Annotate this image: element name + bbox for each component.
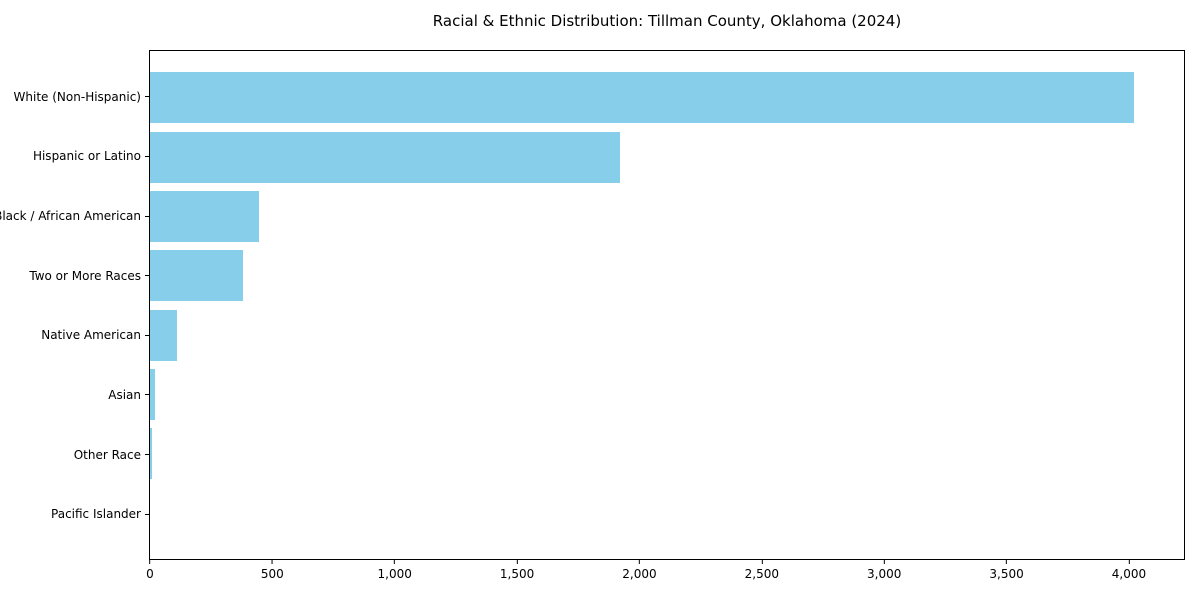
y-tick-row-asian: Asian — [0, 365, 149, 425]
y-tick-label-asian: Asian — [108, 387, 141, 402]
x-tick-mark — [1128, 560, 1130, 564]
x-tick-label: 3,500 — [989, 567, 1024, 581]
bar-two-or-more-races — [150, 250, 243, 302]
x-tick-0: 0 — [146, 560, 154, 581]
x-tick-mark — [271, 560, 273, 564]
x-tick-mark — [883, 560, 885, 564]
x-tick-mark — [761, 560, 763, 564]
x-tick-label: 0 — [146, 567, 154, 581]
bar-asian — [150, 369, 155, 421]
x-tick-4-000: 4,000 — [1112, 560, 1146, 581]
y-tick-label-black-african-american: Black / African American — [0, 209, 141, 224]
x-tick-label: 2,000 — [622, 567, 657, 581]
x-tick-1-000: 1,000 — [378, 560, 412, 581]
bar-other-race — [150, 428, 153, 480]
x-tick-mark — [638, 560, 640, 564]
y-tick-mark — [145, 96, 149, 98]
y-tick-label-other-race: Other Race — [73, 447, 141, 462]
bar-row-pacific-islander — [150, 484, 1184, 543]
y-tick-row-two-or-more-races: Two or More Races — [0, 246, 149, 306]
x-tick-500: 500 — [261, 560, 284, 581]
y-tick-mark — [145, 334, 149, 336]
x-tick-3-000: 3,000 — [867, 560, 901, 581]
bar-row-other-race — [150, 424, 1184, 483]
bar-row-hispanic-or-latino — [150, 127, 1184, 186]
x-axis: 0 500 1,000 1,500 2,000 2,500 3,000 3,500 4,000 — [146, 560, 1184, 592]
y-tick-label-white-non-hispanic: White (Non-Hispanic) — [13, 89, 141, 104]
bar-row-native-american — [150, 306, 1184, 365]
bar-row-asian — [150, 365, 1184, 424]
x-tick-2-500: 2,500 — [745, 560, 779, 581]
y-tick-mark — [145, 454, 149, 456]
y-tick-row-native-american: Native American — [0, 306, 149, 366]
y-tick-mark — [145, 155, 149, 157]
x-tick-1-500: 1,500 — [500, 560, 534, 581]
plot-area — [149, 50, 1185, 560]
bar-row-two-or-more-races — [150, 246, 1184, 305]
x-tick-2-000: 2,000 — [622, 560, 657, 581]
y-tick-mark — [145, 215, 149, 217]
bar-row-white-non-hispanic — [150, 68, 1184, 127]
bar-row-black-african-american — [150, 187, 1184, 246]
bar-white-non-hispanic — [150, 72, 1134, 124]
bar-native-american — [150, 309, 177, 361]
bar-hispanic-or-latino — [150, 131, 620, 183]
y-tick-label-pacific-islander: Pacific Islander — [51, 507, 141, 522]
x-tick-mark — [394, 560, 396, 564]
y-axis-labels: White (Non-Hispanic) Hispanic or Latino Bl… — [0, 50, 149, 560]
x-tick-label: 4,000 — [1111, 567, 1147, 581]
y-tick-row-black-african-american: Black / African American — [0, 186, 149, 246]
y-tick-mark — [145, 513, 149, 515]
chart-title: Racial & Ethnic Distribution: Tillman Co… — [432, 12, 902, 30]
x-tick-mark — [149, 560, 151, 564]
y-tick-row-white-non-hispanic: White (Non-Hispanic) — [0, 67, 149, 127]
x-tick-label: 3,000 — [867, 567, 902, 581]
y-tick-row-pacific-islander: Pacific Islander — [0, 484, 149, 544]
x-tick-3-500: 3,500 — [989, 560, 1024, 581]
y-tick-label-hispanic-or-latino: Hispanic or Latino — [32, 149, 141, 164]
y-tick-mark — [145, 394, 149, 396]
y-tick-label-native-american: Native American — [41, 328, 141, 343]
x-tick-mark — [516, 560, 518, 564]
y-tick-row-hispanic-or-latino: Hispanic or Latino — [0, 127, 149, 187]
y-tick-row-other-race: Other Race — [0, 425, 149, 485]
y-tick-label-two-or-more-races: Two or More Races — [29, 268, 141, 283]
x-tick-label: 2,500 — [744, 567, 780, 581]
x-tick-label: 1,500 — [499, 567, 535, 581]
x-tick-mark — [1006, 560, 1008, 564]
x-tick-label: 1,000 — [377, 567, 412, 581]
bar-black-african-american — [150, 190, 259, 242]
x-tick-label: 500 — [260, 567, 284, 581]
y-tick-mark — [145, 275, 149, 277]
